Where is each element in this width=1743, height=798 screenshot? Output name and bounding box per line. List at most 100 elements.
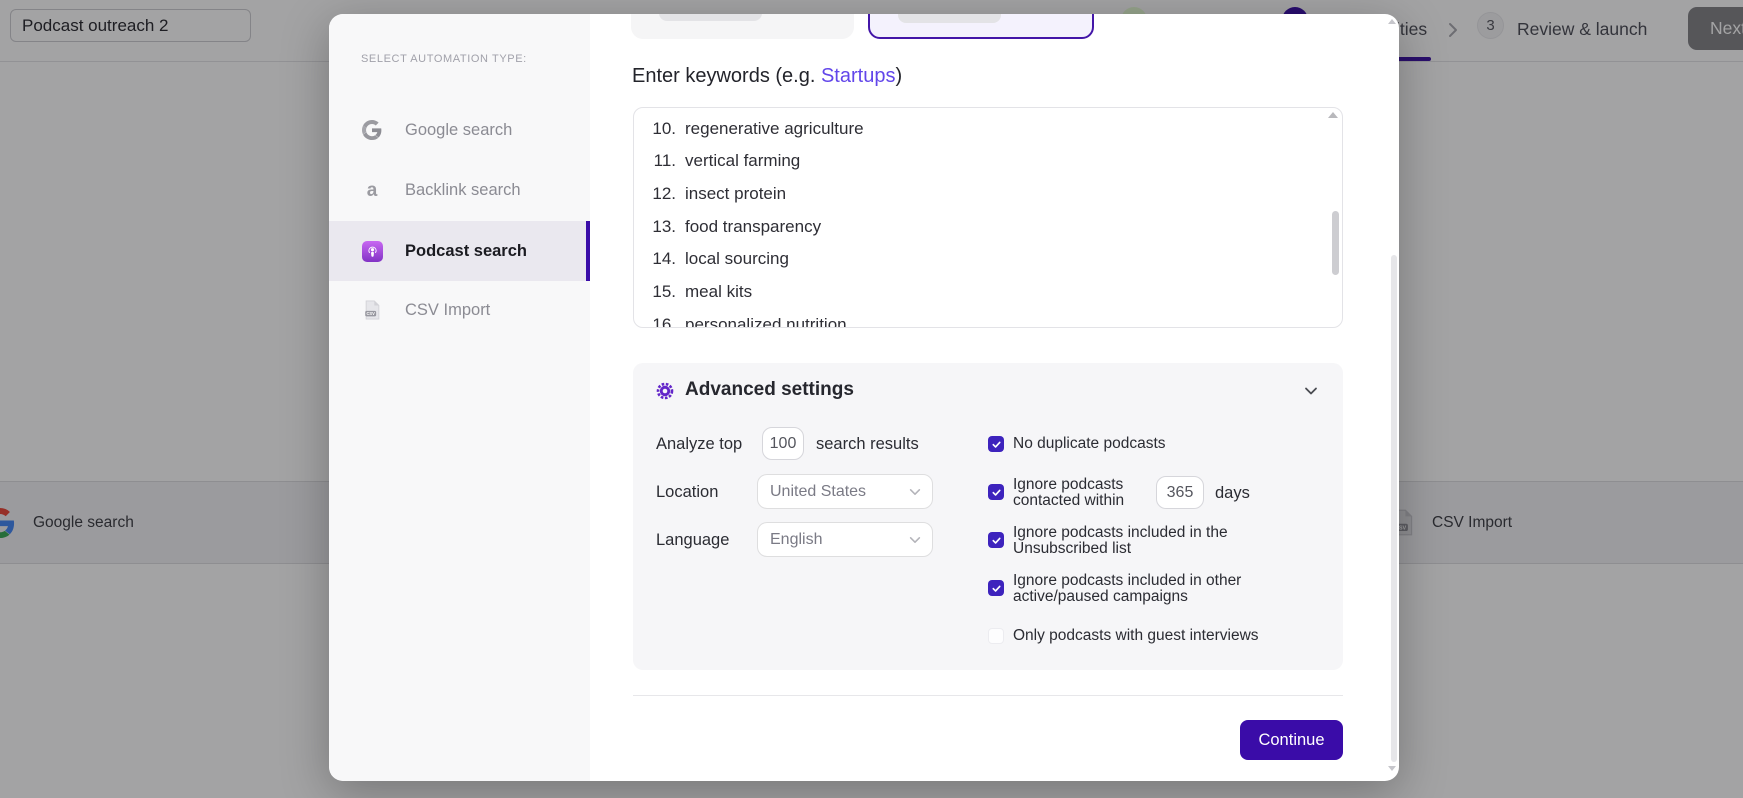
chevron-down-icon [909,489,921,495]
keyword-text: personalized nutrition [685,314,847,328]
keyword-number: 11. [653,151,676,171]
check-icon [991,537,1001,544]
ignore-other-campaigns-checkbox[interactable] [988,580,1004,596]
footer-divider [633,695,1343,696]
advanced-settings-title: Advanced settings [685,379,854,400]
contacted-within-days-input[interactable] [1156,476,1204,509]
svg-text:CSV: CSV [366,311,375,316]
csv-file-icon: CSV [361,299,383,321]
checkbox-label-line2: Unsubscribed list [1013,540,1132,557]
gear-icon [656,382,674,400]
advanced-settings-panel: Advanced settings Analyze top search res… [633,363,1343,670]
sidebar-item-backlink-search[interactable]: a Backlink search [329,161,590,219]
google-logo-icon [0,507,15,538]
keyword-number: 12. [652,183,676,203]
active-step-underline [1397,57,1431,61]
checkbox-label-line1: Ignore podcasts included in other [1013,572,1242,589]
keyword-row: 14. local sourcing [634,243,1342,276]
keywords-heading-suffix: ) [895,65,903,87]
check-icon [991,585,1001,592]
next-button[interactable]: Next [1688,7,1743,50]
keywords-heading: Enter keywords (e.g. Startups) [632,65,902,88]
location-label: Location [656,483,719,501]
language-select[interactable]: English [757,522,933,557]
keyword-number: 14. [652,249,676,269]
sidebar-item-label: Podcast search [405,241,527,260]
keyword-row: 15. meal kits [634,276,1342,309]
keyword-row: 16. personalized nutrition [634,308,1342,328]
checkbox-label: Only podcasts with guest interviews [1013,627,1259,644]
check-icon [991,489,1001,496]
keyword-row: 10. regenerative agriculture [634,112,1342,145]
apple-podcasts-icon [361,240,383,262]
card-pill [898,14,1001,23]
no-duplicate-podcasts-checkbox[interactable] [988,436,1004,452]
keywords-example-link[interactable]: Startups [820,65,896,87]
sidebar-item-label: Google search [405,120,513,139]
keywords-heading-prefix: Enter keywords (e.g. [632,65,821,87]
language-label: Language [656,531,730,549]
check-icon [991,441,1001,448]
automation-card-unselected[interactable] [631,14,854,39]
automation-card-selected[interactable] [868,14,1094,39]
keyword-text: vertical farming [685,151,801,171]
campaign-name-input[interactable] [10,9,251,42]
background-google-search-item[interactable]: Google search [0,482,134,563]
card-pill [659,14,762,21]
checkbox-label-line1: Ignore podcasts [1013,476,1124,493]
ignore-unsubscribed-checkbox[interactable] [988,532,1004,548]
checkbox-label-line2: contacted within [1013,492,1125,509]
keyword-text: local sourcing [685,249,789,269]
location-select[interactable]: United States [757,474,933,509]
keywords-scrollbar-up-arrow[interactable] [1328,112,1338,118]
svg-text:CSV: CSV [1395,525,1407,531]
sidebar-item-label: Backlink search [405,180,521,199]
keyword-text: regenerative agriculture [685,118,864,138]
checkbox-label-line1: Ignore podcasts included in the [1013,524,1228,541]
modal-scrollbar-up-arrow[interactable] [1388,19,1396,24]
checkbox-label-line2: active/paused campaigns [1013,588,1188,605]
chevron-down-icon[interactable] [1303,383,1319,399]
step-3-label[interactable]: Review & launch [1517,19,1648,39]
keyword-row: 13. food transparency [634,210,1342,243]
keyword-text: food transparency [685,216,822,236]
guest-interviews-checkbox[interactable] [988,628,1004,644]
sidebar-heading: SELECT AUTOMATION TYPE: [361,53,527,65]
step-3-number: 3 [1486,17,1495,34]
checkbox-label: No duplicate podcasts [1013,435,1166,452]
google-g-icon [361,119,383,141]
step-3-number-badge[interactable]: 3 [1477,12,1504,39]
chevron-right-icon [1449,23,1457,37]
modal-scrollbar-down-arrow[interactable] [1388,766,1396,771]
background-csv-import-label: CSV Import [1432,513,1513,531]
analyze-top-input[interactable] [762,427,804,460]
sidebar-item-podcast-search[interactable]: Podcast search [329,221,590,281]
keyword-number: 15. [652,282,676,301]
location-value: United States [770,482,867,500]
sidebar-item-label: CSV Import [405,300,491,319]
chevron-down-icon [909,537,921,543]
step-2-label-fragment: ities [1396,19,1428,39]
keyword-text: insect protein [685,183,787,203]
keyword-number: 16. [652,314,676,328]
keyword-text: meal kits [685,282,753,301]
days-label: days [1215,484,1250,502]
language-value: English [770,530,823,548]
keywords-textarea[interactable]: 10. regenerative agriculture 11. vertical … [633,107,1343,328]
keyword-number: 10. [652,118,676,138]
sidebar-item-csv-import[interactable]: CSV CSV Import [329,281,590,339]
ignore-contacted-checkbox[interactable] [988,484,1004,500]
ahrefs-icon: a [366,179,378,201]
modal-sidebar: SELECT AUTOMATION TYPE: Google search a … [329,14,590,781]
sidebar-item-google-search[interactable]: Google search [329,101,590,159]
keyword-number: 13. [652,216,676,236]
advanced-settings-header[interactable]: Advanced settings [633,363,1343,419]
search-results-label: search results [816,435,919,453]
background-google-search-label: Google search [33,513,134,531]
modal-scrollbar-thumb[interactable] [1391,255,1397,762]
keywords-scrollbar-thumb[interactable] [1332,211,1339,275]
continue-button[interactable]: Continue [1240,720,1343,760]
keyword-row: 12. insect protein [634,177,1342,210]
analyze-top-label: Analyze top [656,435,743,453]
